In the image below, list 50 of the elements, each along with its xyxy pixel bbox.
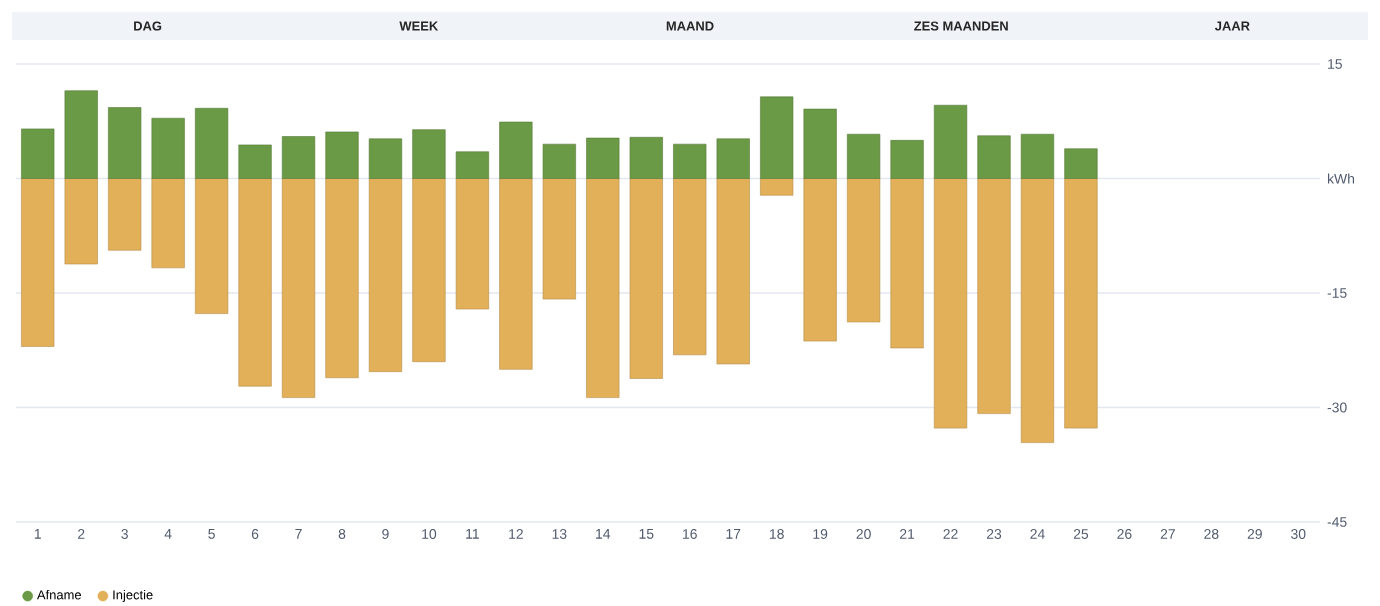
bar	[1064, 148, 1098, 179]
bar	[325, 131, 359, 179]
bar	[803, 178, 837, 342]
bar	[238, 144, 272, 179]
bar	[21, 128, 55, 179]
bar	[586, 178, 620, 398]
bar	[977, 135, 1011, 179]
bar	[455, 151, 489, 179]
bar	[368, 138, 403, 179]
bar	[1020, 133, 1055, 179]
bar	[890, 140, 924, 179]
bar	[1020, 178, 1055, 443]
bar	[933, 104, 968, 179]
bar	[673, 143, 707, 179]
bar	[195, 107, 229, 179]
bar	[803, 108, 837, 179]
bar	[151, 117, 185, 179]
bar	[542, 178, 576, 300]
bar	[195, 178, 229, 314]
bar	[64, 178, 98, 265]
bar	[108, 178, 142, 251]
bar	[238, 178, 272, 387]
bar	[586, 137, 620, 179]
bar	[933, 178, 968, 429]
bar	[760, 96, 794, 179]
bar	[716, 138, 750, 179]
bar	[977, 178, 1011, 414]
bar	[1064, 178, 1098, 429]
bar	[368, 178, 403, 372]
bar	[847, 178, 881, 323]
bar	[673, 178, 707, 356]
bar	[455, 178, 489, 310]
bar	[412, 178, 446, 362]
bar	[499, 121, 533, 179]
bar	[325, 178, 359, 379]
bar	[499, 178, 533, 370]
bar	[21, 178, 55, 347]
bar	[760, 178, 794, 196]
bar	[108, 107, 142, 179]
bar	[151, 178, 185, 269]
bar	[281, 178, 316, 398]
bar	[890, 178, 924, 349]
bar	[629, 136, 663, 179]
bar	[542, 143, 576, 179]
bar	[412, 129, 446, 179]
bar	[629, 178, 663, 379]
bar	[64, 90, 98, 179]
bar	[716, 178, 750, 365]
bar	[281, 136, 316, 179]
bar	[847, 133, 881, 179]
